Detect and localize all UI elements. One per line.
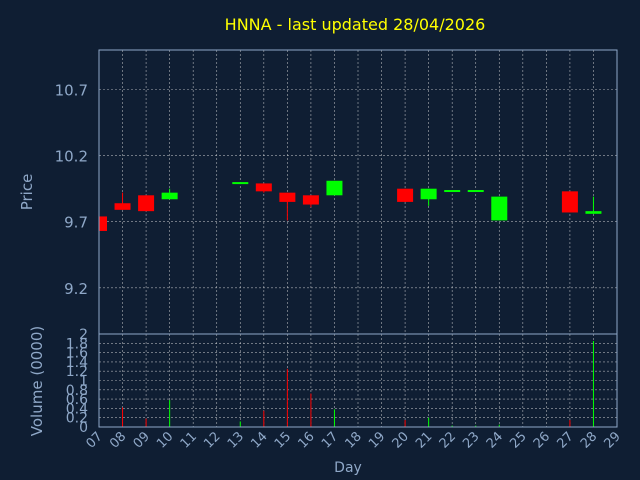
- x-axis-ticks: 07 08 09 10 11 12 13 14 15 16 17 18 19 20 21 22 23 24 25 26…: [84, 429, 624, 451]
- x-tick-label: 19: [366, 429, 388, 451]
- price-axis-label: Price: [18, 174, 36, 211]
- x-axis-label: Day: [334, 460, 362, 476]
- volume-tick-label: 0: [79, 420, 88, 436]
- x-tick-label: 09: [131, 429, 153, 451]
- x-tick-label: 26: [531, 429, 553, 451]
- volume-grid: [99, 334, 617, 427]
- x-tick-label: 10: [154, 429, 176, 451]
- x-tick-label: 29: [602, 429, 624, 451]
- volume-tick-label: 0.4: [66, 401, 88, 417]
- candle-body: [279, 192, 296, 202]
- volume-axis-label: Volume (0000): [28, 326, 46, 436]
- x-tick-label: 08: [107, 429, 129, 451]
- volume-tick-label: 2: [79, 327, 88, 343]
- x-tick-label: 24: [484, 429, 506, 451]
- candle-body: [397, 188, 414, 202]
- candle-body: [444, 190, 461, 193]
- x-tick-label: 13: [225, 429, 247, 451]
- candle-body: [232, 182, 249, 185]
- x-tick-label: 28: [578, 429, 600, 451]
- volume-frame: [98, 333, 618, 428]
- candle-body: [491, 196, 508, 221]
- x-tick-label: 18: [343, 429, 365, 451]
- x-tick-label: 20: [390, 429, 412, 451]
- volume-tick-label: 0.6: [66, 392, 88, 408]
- price-grid: [99, 50, 617, 334]
- x-tick-label: 21: [413, 429, 435, 451]
- candle-body: [302, 195, 319, 205]
- price-panel: 9.2 9.7 10.2 10.7 Price: [18, 49, 618, 335]
- x-tick-label: 25: [507, 429, 529, 451]
- volume-bars: [98, 340, 594, 427]
- volume-panel: 00.20.40.60.811.21.41.61.82 Volume (0000…: [28, 326, 618, 436]
- candle-body: [420, 188, 437, 200]
- x-tick-label: 16: [295, 429, 317, 451]
- volume-tick-label: 1: [79, 374, 88, 390]
- candle-body: [161, 192, 178, 200]
- x-tick-label: 12: [201, 429, 223, 451]
- x-tick-label: 23: [460, 429, 482, 451]
- candle-body: [255, 183, 272, 192]
- x-tick-label: 11: [178, 429, 200, 451]
- price-tick-label: 9.2: [64, 280, 88, 298]
- x-tick-label: 27: [554, 429, 576, 451]
- candle-body: [561, 191, 578, 213]
- x-tick-label: 15: [272, 429, 294, 451]
- volume-tick-label: 0.8: [66, 383, 88, 399]
- candle-body: [114, 203, 131, 210]
- candle-body: [138, 195, 155, 212]
- volume-y-ticks: 00.20.40.60.811.21.41.61.82: [66, 327, 88, 436]
- x-tick-label: 22: [437, 429, 459, 451]
- price-tick-label: 10.7: [55, 82, 88, 100]
- price-tick-label: 9.7: [64, 214, 88, 232]
- x-tick-label: 17: [319, 429, 341, 451]
- volume-tick-label: 1.2: [66, 364, 88, 380]
- candle-body: [467, 190, 484, 193]
- volume-tick-label: 1.8: [66, 336, 88, 352]
- volume-tick-label: 1.6: [66, 346, 88, 362]
- price-y-ticks: 9.2 9.7 10.2 10.7: [55, 82, 88, 298]
- candle-body: [326, 180, 343, 196]
- volume-tick-label: 1.4: [66, 355, 88, 371]
- x-tick-label: 14: [248, 429, 270, 451]
- chart-title: HNNA - last updated 28/04/2026: [225, 15, 486, 34]
- candle-body: [585, 211, 602, 214]
- candle-body: [99, 216, 107, 231]
- price-candles: [98, 180, 602, 231]
- price-tick-label: 10.2: [55, 148, 88, 166]
- volume-tick-label: 0.2: [66, 411, 88, 427]
